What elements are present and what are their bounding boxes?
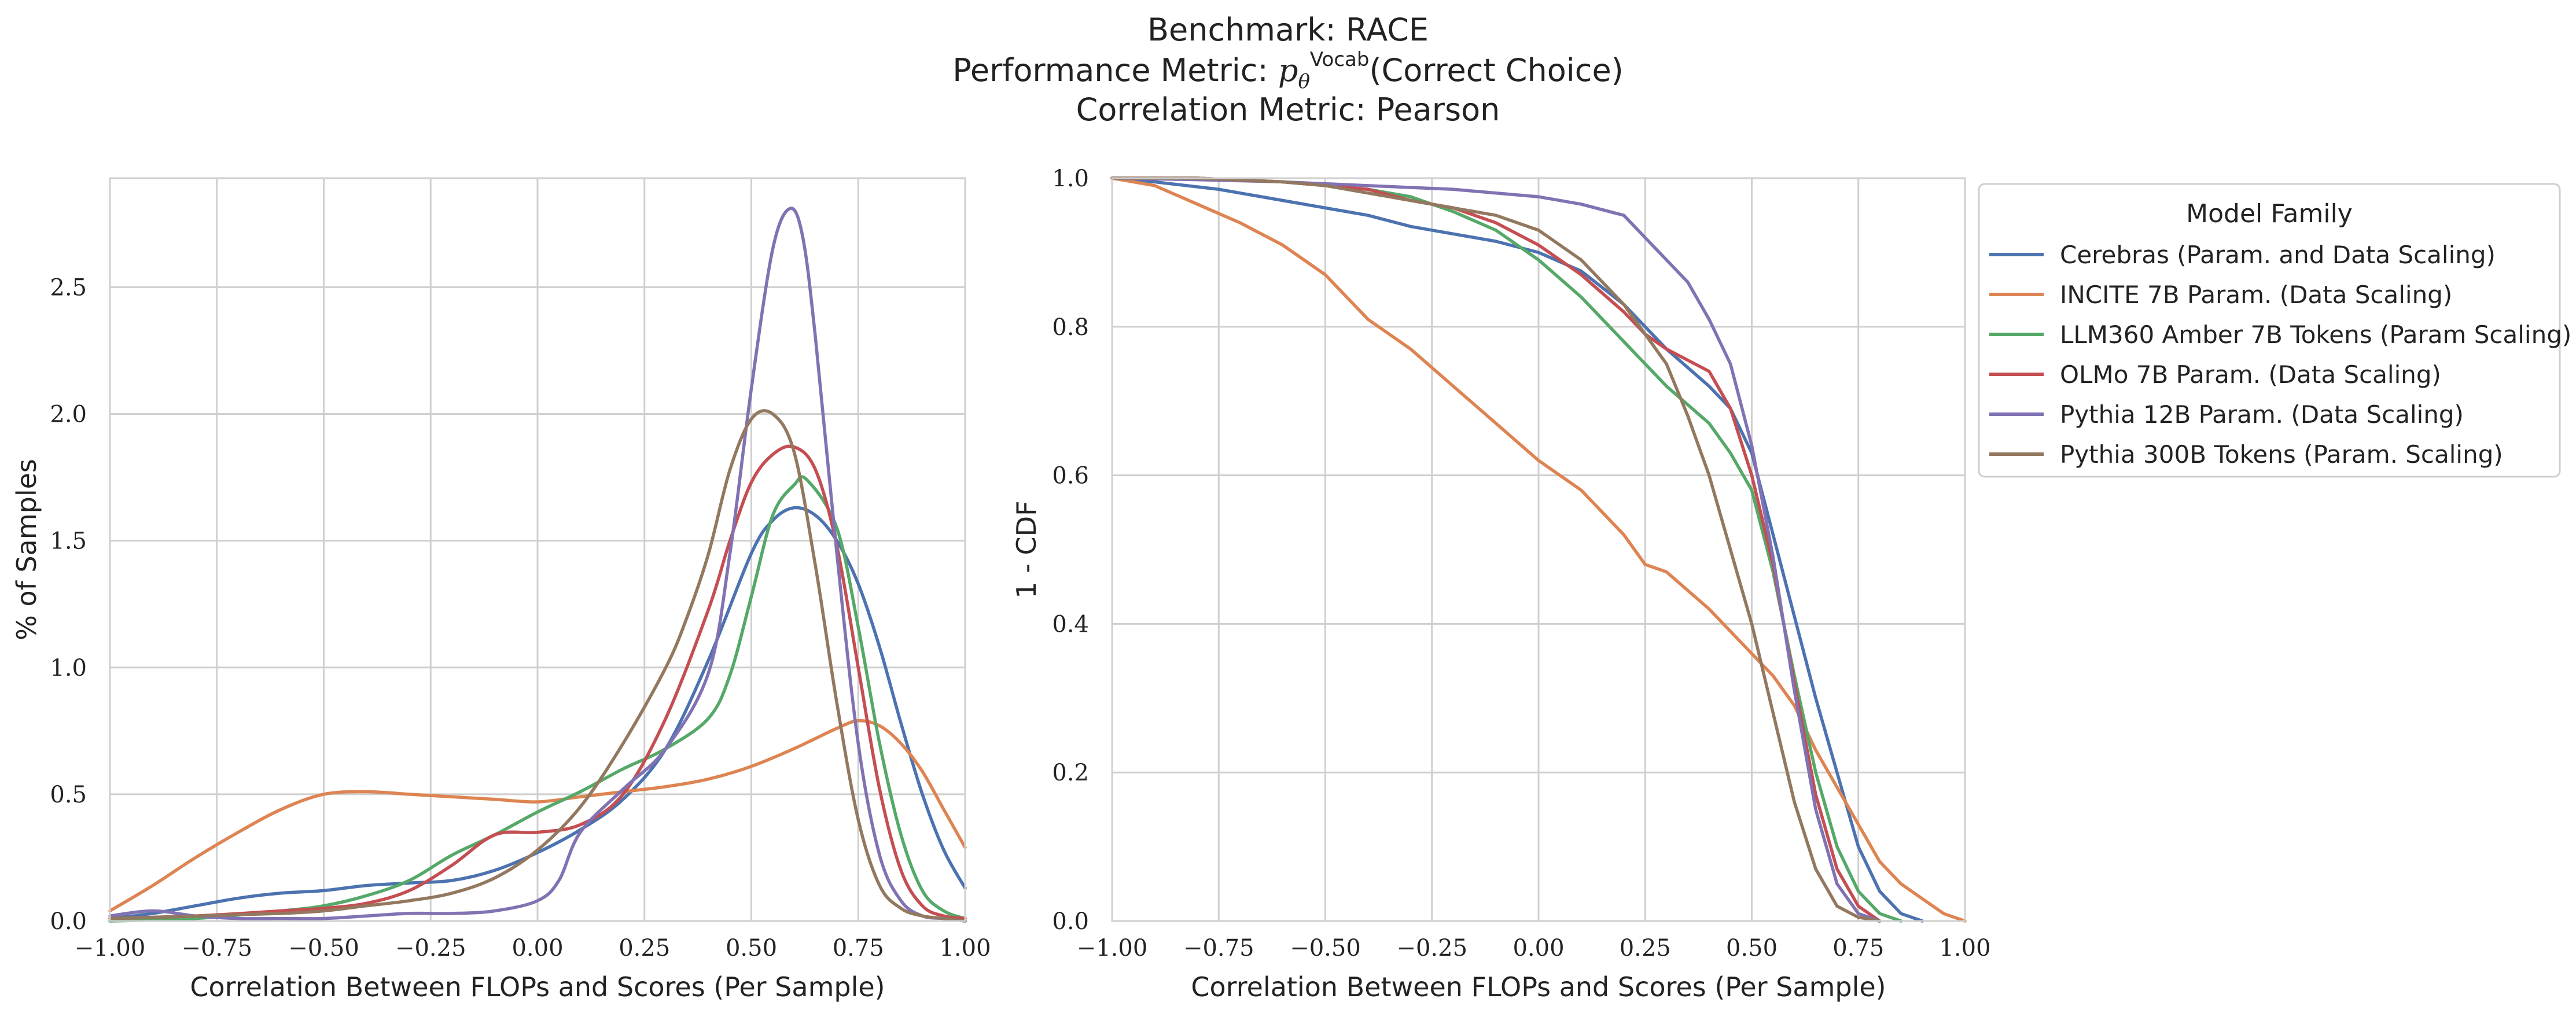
title-line-benchmark: Benchmark: RACE [1147, 12, 1429, 48]
left-panel-kde: −1.00 −0.75 −0.50 −0.25 0.00 0.25 0.50 0.75 1.00… [11, 177, 991, 1003]
left-series-line-5 [108, 409, 967, 923]
legend-entry-label-5: Pythia 300B Tokens (Param. Scaling) [2060, 440, 2503, 469]
legend-entry-label-1: INCITE 7B Param. (Data Scaling) [2060, 281, 2452, 309]
right-ytick-label-1: 0.2 [1052, 760, 1089, 786]
right-xtick-label-5: 0.25 [1620, 935, 1671, 962]
left-xtick-label-4: 0.00 [511, 935, 563, 962]
left-series-line-2 [108, 475, 967, 923]
left-series-line-1 [108, 719, 967, 913]
left-xtick-label-1: −0.75 [181, 935, 252, 962]
left-y-axis-label: % of Samples [11, 459, 42, 640]
right-xtick-label-2: −0.50 [1290, 935, 1361, 962]
right-xtick-label-0: −1.00 [1077, 935, 1148, 962]
title-metric-prefix: Performance Metric: [952, 52, 1278, 89]
left-xtick-label-8: 1.00 [939, 935, 991, 962]
right-ytick-label-0: 0.0 [1052, 908, 1089, 935]
right-y-axis-label: 1 - CDF [1011, 500, 1042, 598]
left-xtick-label-3: −0.25 [395, 935, 466, 962]
right-xtick-label-8: 1.00 [1939, 935, 1990, 962]
left-xtick-label-5: 0.25 [619, 935, 670, 962]
legend-entry-label-3: OLMo 7B Param. (Data Scaling) [2060, 360, 2441, 389]
legend-frame [1978, 183, 2561, 478]
right-ytick-label-2: 0.4 [1052, 611, 1089, 638]
title-metric-symbol: p [1278, 52, 1298, 89]
right-xtick-label-6: 0.50 [1726, 935, 1778, 962]
right-series-line-2 [1110, 176, 1903, 923]
left-xtick-label-0: −1.00 [75, 935, 146, 962]
left-series-line-4 [108, 207, 967, 923]
left-xtick-label-2: −0.50 [288, 935, 359, 962]
right-ytick-label-5: 1.0 [1052, 165, 1089, 192]
title-metric-superscript: Vocab [1310, 48, 1370, 71]
right-series-line-5 [1110, 176, 1882, 923]
right-series-line-4 [1110, 176, 1882, 923]
right-ytick-label-3: 0.6 [1052, 463, 1089, 489]
left-ytick-label-1: 0.5 [50, 782, 87, 808]
right-xtick-label-7: 0.75 [1832, 935, 1884, 962]
right-xtick-label-3: −0.25 [1396, 935, 1467, 962]
title-line-correlation-metric: Correlation Metric: Pearson [1076, 91, 1500, 128]
legend-title: Model Family [2186, 199, 2353, 229]
legend-items: Cerebras (Param. and Data Scaling) INCITE… [1989, 241, 2571, 469]
right-series-line-0 [1110, 176, 1924, 923]
legend-entry-label-4: Pythia 12B Param. (Data Scaling) [2060, 400, 2464, 429]
figure-title: Benchmark: RACE Performance Metric: pθVo… [952, 12, 1623, 128]
title-line-performance-metric: Performance Metric: pθVocab(Correct Choi… [952, 48, 1623, 93]
legend-entry-label-2: LLM360 Amber 7B Tokens (Param Scaling) [2060, 321, 2571, 349]
left-ytick-label-3: 1.5 [50, 528, 87, 555]
left-axes-frame [109, 177, 966, 922]
right-series-line-1 [1110, 176, 1967, 923]
title-metric-suffix: (Correct Choice) [1369, 52, 1623, 89]
right-series-line-3 [1110, 176, 1882, 923]
left-ytick-label-5: 2.5 [50, 274, 87, 301]
left-ytick-label-2: 1.0 [50, 655, 87, 682]
left-xtick-label-6: 0.50 [726, 935, 777, 962]
right-ytick-label-4: 0.8 [1052, 314, 1089, 341]
left-xtick-label-7: 0.75 [833, 935, 884, 962]
left-ytick-label-0: 0.0 [50, 908, 87, 935]
right-axes-frame [1111, 177, 1966, 922]
right-xtick-label-4: 0.00 [1513, 935, 1564, 962]
right-xtick-label-1: −0.75 [1183, 935, 1254, 962]
right-x-axis-label: Correlation Between FLOPs and Scores (Pe… [1191, 971, 1886, 1003]
left-ytick-label-4: 2.0 [50, 402, 87, 428]
legend: Model Family Cerebras (Param. and Data S… [1978, 183, 2571, 478]
legend-entry-label-0: Cerebras (Param. and Data Scaling) [2060, 241, 2496, 269]
left-x-axis-label: Correlation Between FLOPs and Scores (Pe… [190, 971, 885, 1003]
right-panel-survival: −1.00 −0.75 −0.50 −0.25 0.00 0.25 0.50 0.75 1.00… [1011, 165, 1991, 1003]
title-metric-subscript: θ [1298, 70, 1309, 93]
left-series-line-3 [108, 444, 967, 920]
